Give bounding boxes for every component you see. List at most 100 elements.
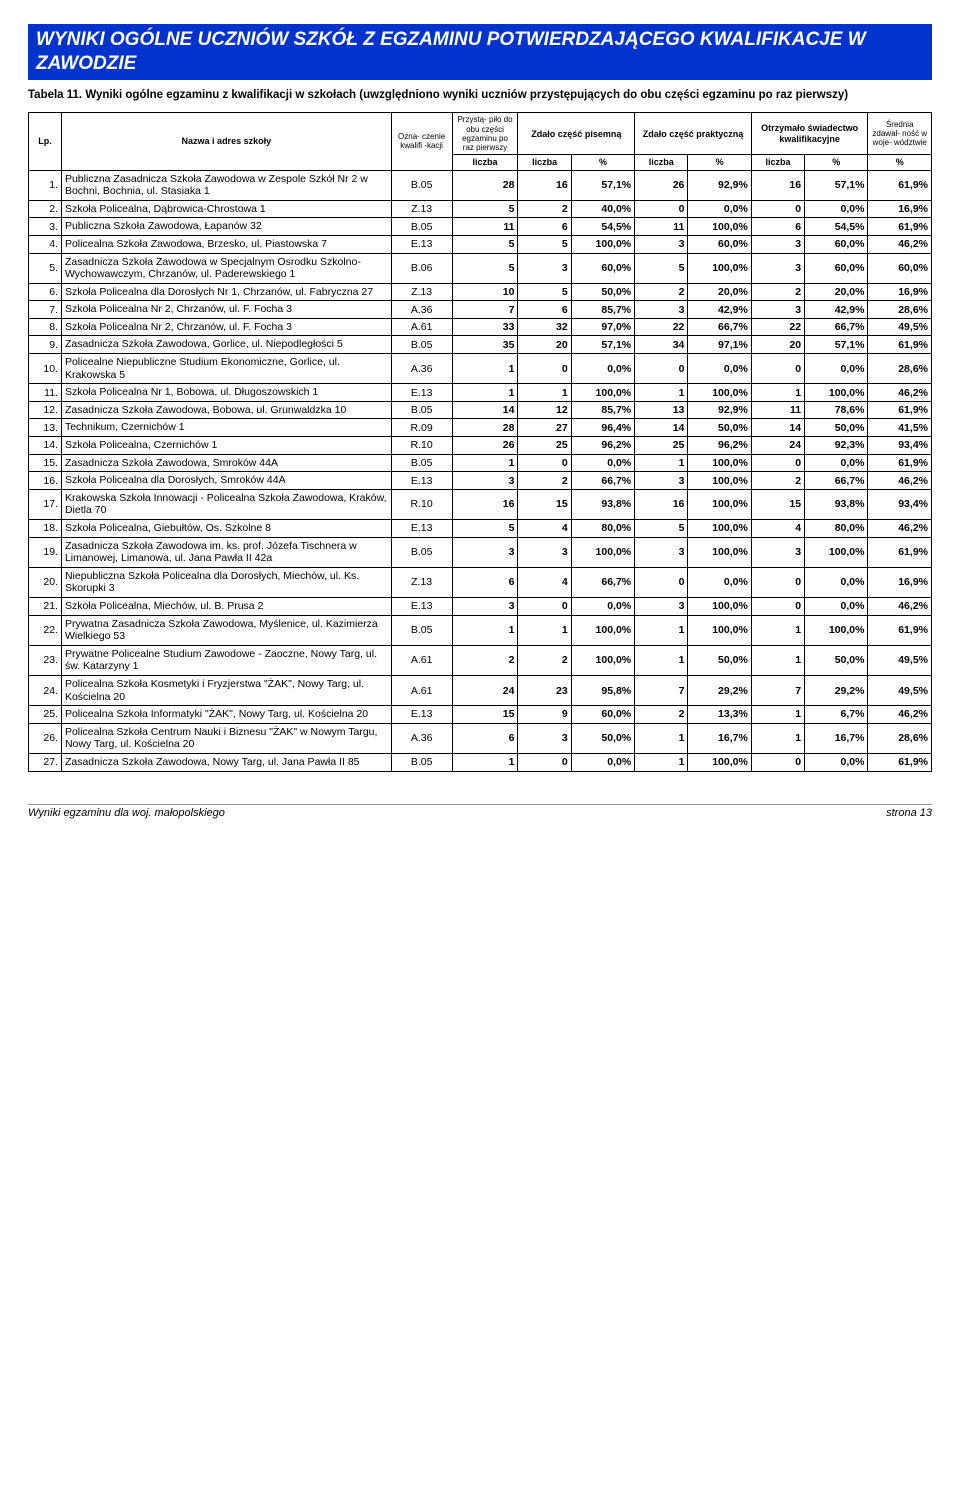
cell-sw_p: 42,9% <box>805 301 868 319</box>
cell-avg: 46,2% <box>868 520 932 538</box>
cell-avg: 93,4% <box>868 437 932 455</box>
cell-prak_p: 100,0% <box>688 454 751 472</box>
hdr-praktyczna: Zdało część praktyczną <box>635 113 752 155</box>
cell-pis_p: 100,0% <box>571 645 634 675</box>
cell-pis_p: 0,0% <box>571 454 634 472</box>
cell-prak_p: 100,0% <box>688 218 751 236</box>
cell-prak_p: 100,0% <box>688 537 751 567</box>
cell-prak_p: 92,9% <box>688 401 751 419</box>
cell-sw_l: 1 <box>751 384 804 402</box>
table-row: 5.Zasadnicza Szkoła Zawodowa w Specjalny… <box>29 253 932 283</box>
cell-prak_l: 3 <box>635 301 688 319</box>
cell-lp: 8. <box>29 318 62 336</box>
cell-sw_p: 0,0% <box>805 200 868 218</box>
cell-pis_p: 0,0% <box>571 354 634 384</box>
cell-sw_p: 0,0% <box>805 567 868 597</box>
table-row: 11.Szkoła Policealna Nr 1, Bobowa, ul. D… <box>29 384 932 402</box>
cell-lp: 25. <box>29 706 62 724</box>
cell-name: Technikum, Czernichów 1 <box>61 419 391 437</box>
cell-lp: 14. <box>29 437 62 455</box>
cell-prak_p: 0,0% <box>688 567 751 597</box>
cell-avg: 16,9% <box>868 283 932 301</box>
cell-lp: 15. <box>29 454 62 472</box>
cell-sw_p: 6,7% <box>805 706 868 724</box>
cell-lp: 3. <box>29 218 62 236</box>
table-row: 12.Zasadnicza Szkoła Zawodowa, Bobowa, u… <box>29 401 932 419</box>
cell-prak_p: 96,2% <box>688 437 751 455</box>
cell-pis_p: 93,8% <box>571 489 634 519</box>
cell-sw_p: 16,7% <box>805 723 868 753</box>
cell-code: B.05 <box>391 537 452 567</box>
cell-name: Policealna Szkoła Zawodowa, Brzesko, ul.… <box>61 235 391 253</box>
cell-prak_p: 100,0% <box>688 472 751 490</box>
cell-sw_p: 78,6% <box>805 401 868 419</box>
cell-code: E.13 <box>391 706 452 724</box>
cell-pis_l: 15 <box>518 489 571 519</box>
cell-code: B.06 <box>391 253 452 283</box>
cell-sw_l: 22 <box>751 318 804 336</box>
cell-sw_p: 0,0% <box>805 454 868 472</box>
cell-pis_p: 54,5% <box>571 218 634 236</box>
cell-pis_l: 5 <box>518 283 571 301</box>
cell-lp: 6. <box>29 283 62 301</box>
cell-avg: 28,6% <box>868 723 932 753</box>
cell-prak_l: 0 <box>635 200 688 218</box>
cell-sw_l: 0 <box>751 354 804 384</box>
cell-name: Szkoła Policealna, Miechów, ul. B. Prusa… <box>61 597 391 615</box>
cell-code: B.05 <box>391 454 452 472</box>
cell-code: R.10 <box>391 437 452 455</box>
cell-lp: 12. <box>29 401 62 419</box>
cell-prak_p: 100,0% <box>688 597 751 615</box>
table-row: 6.Szkoła Policealna dla Dorosłych Nr 1, … <box>29 283 932 301</box>
cell-lp: 27. <box>29 753 62 771</box>
cell-pis_l: 3 <box>518 253 571 283</box>
cell-name: Zasadnicza Szkoła Zawodowa, Nowy Targ, u… <box>61 753 391 771</box>
table-row: 23.Prywatne Policealne Studium Zawodowe … <box>29 645 932 675</box>
cell-name: Krakowska Szkoła Innowacji - Policealna … <box>61 489 391 519</box>
cell-pis_p: 66,7% <box>571 472 634 490</box>
table-row: 14.Szkoła Policealna, Czernichów 1R.1026… <box>29 437 932 455</box>
cell-pril: 6 <box>452 723 518 753</box>
cell-pis_p: 96,4% <box>571 419 634 437</box>
cell-pis_l: 0 <box>518 454 571 472</box>
cell-prak_p: 100,0% <box>688 753 751 771</box>
cell-avg: 41,5% <box>868 419 932 437</box>
cell-code: A.36 <box>391 723 452 753</box>
cell-pril: 1 <box>452 354 518 384</box>
cell-pril: 3 <box>452 537 518 567</box>
cell-pis_l: 12 <box>518 401 571 419</box>
cell-sw_l: 1 <box>751 615 804 645</box>
cell-pril: 2 <box>452 645 518 675</box>
cell-pis_p: 95,8% <box>571 675 634 705</box>
cell-prak_p: 29,2% <box>688 675 751 705</box>
table-body: 1.Publiczna Zasadnicza Szkoła Zawodowa w… <box>29 170 932 771</box>
cell-pril: 3 <box>452 597 518 615</box>
cell-name: Niepubliczna Szkoła Policealna dla Doros… <box>61 567 391 597</box>
cell-avg: 28,6% <box>868 354 932 384</box>
cell-prak_l: 3 <box>635 235 688 253</box>
cell-name: Zasadnicza Szkoła Zawodowa, Smroków 44A <box>61 454 391 472</box>
cell-pis_l: 3 <box>518 723 571 753</box>
cell-prak_l: 1 <box>635 384 688 402</box>
cell-prak_l: 0 <box>635 567 688 597</box>
cell-prak_p: 100,0% <box>688 384 751 402</box>
cell-avg: 49,5% <box>868 318 932 336</box>
cell-name: Szkoła Policealna Nr 1, Bobowa, ul. Dług… <box>61 384 391 402</box>
cell-pis_p: 66,7% <box>571 567 634 597</box>
cell-prak_p: 100,0% <box>688 615 751 645</box>
cell-pis_l: 6 <box>518 301 571 319</box>
cell-lp: 1. <box>29 170 62 200</box>
cell-name: Zasadnicza Szkoła Zawodowa, Bobowa, ul. … <box>61 401 391 419</box>
cell-prak_p: 13,3% <box>688 706 751 724</box>
cell-avg: 16,9% <box>868 200 932 218</box>
cell-sw_p: 100,0% <box>805 615 868 645</box>
cell-avg: 46,2% <box>868 384 932 402</box>
cell-pis_l: 32 <box>518 318 571 336</box>
table-row: 20.Niepubliczna Szkoła Policealna dla Do… <box>29 567 932 597</box>
cell-pril: 35 <box>452 336 518 354</box>
cell-pis_l: 9 <box>518 706 571 724</box>
cell-prak_l: 2 <box>635 283 688 301</box>
cell-lp: 21. <box>29 597 62 615</box>
cell-sw_p: 92,3% <box>805 437 868 455</box>
cell-pril: 28 <box>452 419 518 437</box>
